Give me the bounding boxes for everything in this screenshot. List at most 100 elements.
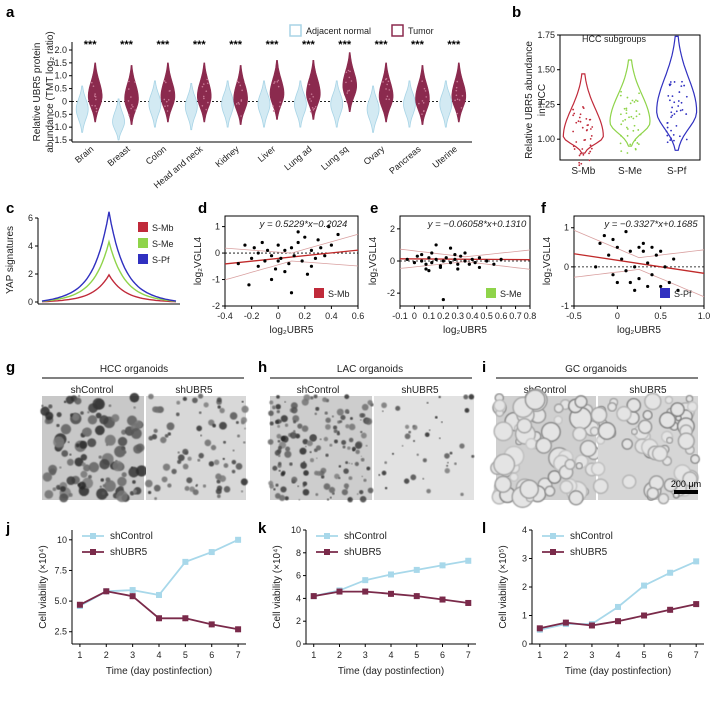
violin-point bbox=[95, 110, 98, 113]
img-g1-organoid bbox=[87, 411, 90, 414]
pd-data-point bbox=[263, 259, 267, 263]
img-h1-organoid bbox=[347, 496, 353, 503]
violin-point bbox=[671, 95, 674, 98]
pk-ytick-label: 6 bbox=[296, 571, 301, 581]
violin-point bbox=[310, 93, 313, 95]
pd-data-point bbox=[283, 269, 287, 274]
img-g1-organoid bbox=[99, 485, 102, 488]
panel-a-ytick-label: 1.5 bbox=[54, 58, 67, 68]
img-i1-organoid bbox=[574, 395, 588, 409]
violin-point bbox=[202, 95, 205, 98]
pf-ylabel: log₂VGLL4 bbox=[542, 236, 553, 285]
img-g1-organoid bbox=[81, 462, 86, 467]
violin-point bbox=[128, 114, 130, 116]
legend-swatch bbox=[138, 238, 148, 248]
img-h1-organoid bbox=[293, 420, 297, 424]
pk-xtick-label: 2 bbox=[337, 650, 342, 660]
pd-equation: y = 0.5229*x−0.2024 bbox=[259, 219, 348, 230]
violin-point bbox=[620, 90, 622, 93]
pe-xtick-label: 0.8 bbox=[524, 311, 537, 321]
img-g1-organoid bbox=[111, 414, 120, 423]
pf-data-point bbox=[615, 245, 619, 249]
img-h1-organoid bbox=[334, 439, 338, 444]
img-i1-organoid bbox=[559, 480, 574, 494]
violin-point bbox=[631, 99, 634, 102]
img-h1-organoid bbox=[300, 462, 307, 469]
img-h1-organoid bbox=[275, 419, 280, 424]
img-h1-organoid bbox=[315, 445, 322, 451]
violin-point bbox=[425, 96, 428, 98]
img-h2-organoid bbox=[381, 402, 387, 409]
violin-point bbox=[460, 107, 463, 109]
img-g2-organoid bbox=[177, 454, 185, 462]
violin-point bbox=[589, 144, 592, 147]
img-g1-organoid bbox=[80, 470, 88, 478]
violin-point bbox=[620, 134, 622, 137]
violin-point bbox=[94, 95, 97, 98]
violin-point bbox=[421, 80, 423, 82]
violin-point bbox=[638, 113, 641, 115]
img-g2-organoid bbox=[240, 478, 248, 486]
pe-xtick-label: 0.2 bbox=[437, 311, 450, 321]
pf-data-point bbox=[628, 249, 632, 253]
img-h1-organoid bbox=[292, 415, 300, 423]
img-g1-organoid bbox=[68, 493, 73, 497]
pd-data-point bbox=[296, 230, 300, 234]
violin-point bbox=[311, 106, 314, 109]
violin-tumor bbox=[451, 62, 467, 123]
pl-xlabel: Time (day postinfection) bbox=[565, 666, 671, 677]
significance-label: *** bbox=[338, 39, 352, 51]
img-h2-organoid bbox=[460, 492, 464, 497]
img-h1-organoid bbox=[276, 448, 282, 454]
panel-b-ytick-label: 1.25 bbox=[537, 99, 555, 109]
violin-point bbox=[388, 89, 391, 91]
violin-point bbox=[240, 99, 243, 101]
img-i1-organoid bbox=[493, 421, 514, 442]
img-h2-organoid bbox=[464, 407, 470, 413]
violin-point bbox=[345, 71, 348, 74]
pd-legend-label: S-Mb bbox=[328, 289, 350, 299]
violin-point bbox=[201, 85, 204, 88]
img-i2-organoid bbox=[590, 461, 606, 476]
violin-point bbox=[461, 94, 464, 97]
violin-point bbox=[312, 95, 314, 98]
img-g2-organoid bbox=[184, 485, 190, 491]
img-h1-organoid bbox=[280, 435, 286, 441]
pj-xlabel: Time (day postinfection) bbox=[106, 666, 212, 677]
signature-curve-s-mb bbox=[41, 273, 177, 303]
pl-data-point bbox=[615, 618, 621, 625]
img-g1-organoid bbox=[63, 400, 67, 404]
img-i2-organoid bbox=[651, 445, 668, 462]
img-h1-organoid bbox=[360, 430, 363, 434]
img-h1-organoid bbox=[361, 403, 369, 411]
violin-point bbox=[639, 133, 642, 136]
violin-point bbox=[458, 99, 461, 101]
violin-point bbox=[577, 120, 580, 123]
violin-point bbox=[679, 109, 682, 112]
organoid-image-hcc-shcontrol bbox=[40, 392, 148, 503]
pd-data-point bbox=[289, 291, 294, 295]
img-g2-organoid bbox=[208, 419, 215, 426]
img-h1-organoid bbox=[309, 434, 317, 442]
pd-data-point bbox=[250, 256, 254, 260]
pj-ylabel: Cell viability (×10⁴) bbox=[38, 545, 49, 629]
violin-point bbox=[591, 126, 594, 128]
violin-point bbox=[94, 105, 96, 107]
violin-s-me bbox=[609, 59, 651, 147]
pd-data-point bbox=[309, 264, 314, 268]
organoid-image-lac-shubr5 bbox=[374, 394, 475, 500]
pd-data-point bbox=[283, 248, 287, 253]
violin-point bbox=[350, 80, 353, 82]
violin-point bbox=[632, 117, 635, 120]
violin-point bbox=[588, 159, 591, 162]
img-g2-organoid bbox=[148, 435, 154, 441]
violin-point bbox=[586, 124, 589, 127]
pe-legend-swatch bbox=[486, 288, 496, 298]
pe-data-point bbox=[456, 267, 460, 271]
organoid-image-hcc-shubr5 bbox=[144, 393, 249, 500]
img-g2-organoid bbox=[186, 477, 193, 484]
pk-data-point bbox=[362, 577, 369, 584]
pd-legend-swatch bbox=[314, 288, 324, 298]
img-g1-organoid bbox=[66, 458, 74, 466]
img-h1-organoid bbox=[334, 473, 340, 480]
